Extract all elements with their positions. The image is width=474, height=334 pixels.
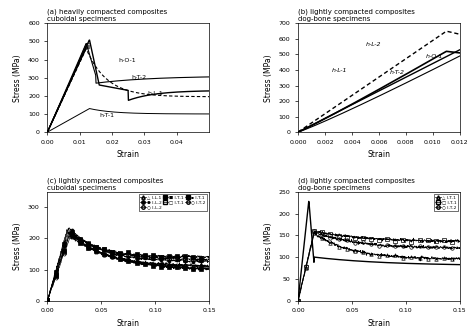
Text: (b) lightly compacted composites
dog-bone specimens: (b) lightly compacted composites dog-bon… (298, 9, 415, 22)
X-axis label: Strain: Strain (367, 150, 391, 159)
X-axis label: Strain: Strain (117, 319, 140, 328)
Text: h-O-1: h-O-1 (118, 58, 136, 63)
Y-axis label: Stress (MPa): Stress (MPa) (13, 54, 22, 102)
X-axis label: Strain: Strain (367, 319, 391, 328)
Text: h-L-1: h-L-1 (332, 67, 347, 72)
Text: h-T-2: h-T-2 (131, 74, 146, 79)
Text: h-L-1: h-L-1 (148, 91, 164, 96)
Legend: △ l-T-1, □ l-T-1, ○ l-T-2: △ l-T-1, □ l-T-1, ○ l-T-2 (434, 194, 457, 211)
Text: (a) heavily compacted composites
cuboidal specimens: (a) heavily compacted composites cuboida… (47, 9, 168, 22)
Text: h-T-2: h-T-2 (390, 70, 405, 75)
Y-axis label: Stress (MPa): Stress (MPa) (264, 54, 273, 102)
X-axis label: Strain: Strain (117, 150, 140, 159)
Y-axis label: Stress (MPa): Stress (MPa) (13, 222, 22, 270)
Text: h-L-2: h-L-2 (365, 42, 381, 47)
Text: (d) lightly compacted composites
dog-bone specimens: (d) lightly compacted composites dog-bon… (298, 177, 415, 191)
Text: h-T-1: h-T-1 (99, 113, 114, 118)
Legend: △ l-L-1, ● l-L-2, ○ l-L-2, ■ l-T-1, □ l-T-1, ▪ l-T-1, ○ l-T-2: △ l-L-1, ● l-L-2, ○ l-L-2, ■ l-T-1, □ l-… (139, 194, 207, 211)
Text: h-O-1: h-O-1 (426, 53, 444, 58)
Text: (c) lightly compacted composites
cuboidal specimens: (c) lightly compacted composites cuboida… (47, 177, 164, 191)
Y-axis label: Stress (MPa): Stress (MPa) (264, 222, 273, 270)
